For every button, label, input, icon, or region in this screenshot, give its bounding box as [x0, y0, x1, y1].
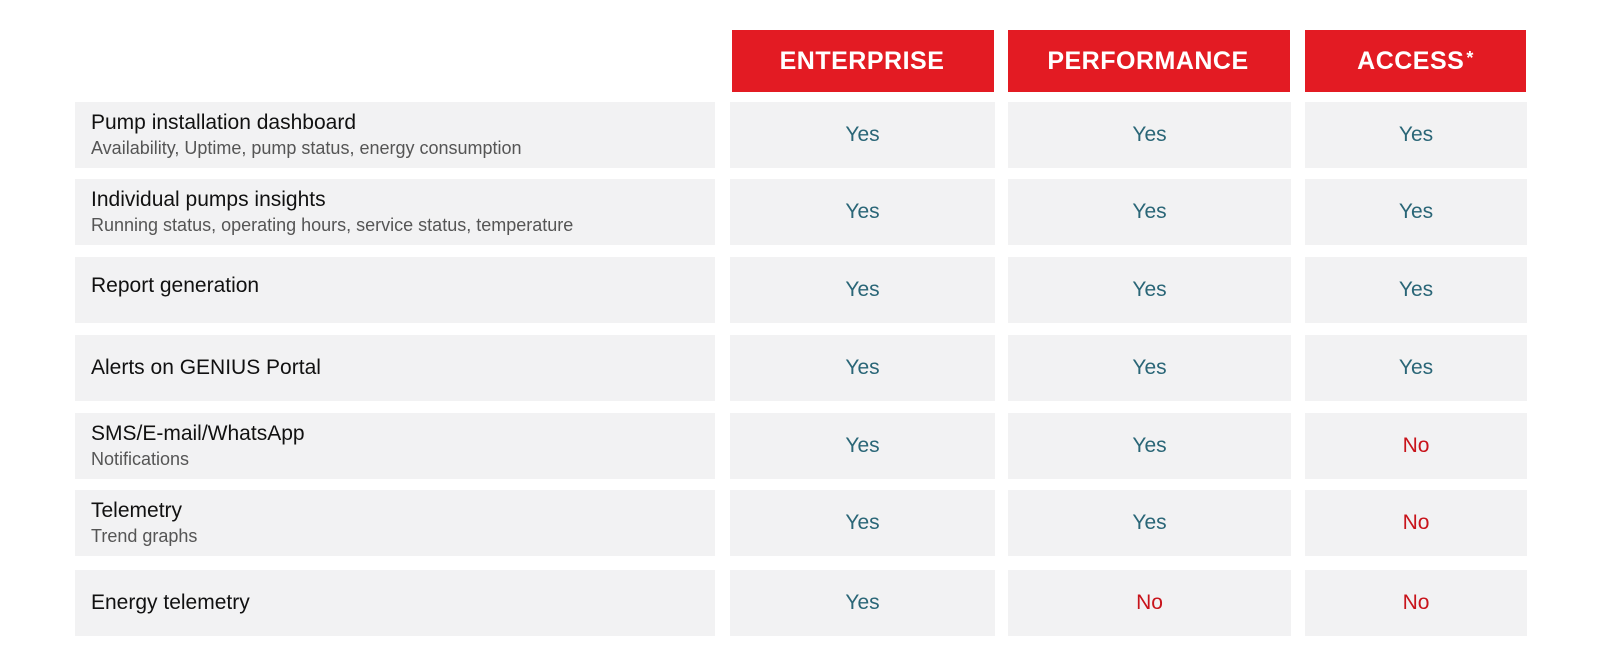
- value-cell-performance: Yes: [1008, 490, 1291, 556]
- feature-row-label: Telemetry Trend graphs: [75, 490, 715, 556]
- column-header-performance: PERFORMANCE: [1008, 30, 1290, 92]
- value-cell-enterprise: Yes: [730, 490, 995, 556]
- feature-subtitle: Running status, operating hours, service…: [91, 215, 574, 235]
- feature-row-label: Energy telemetry: [75, 570, 715, 636]
- value-cell-performance: Yes: [1008, 257, 1291, 323]
- value-cell-performance: No: [1008, 570, 1291, 636]
- feature-subtitle: Availability, Uptime, pump status, energ…: [91, 138, 522, 158]
- feature-title: Individual pumps insights: [91, 188, 326, 211]
- value-cell-performance: Yes: [1008, 413, 1291, 479]
- value-cell-access: Yes: [1305, 102, 1527, 168]
- feature-subtitle: Notifications: [91, 449, 190, 469]
- column-header-label: ENTERPRISE: [779, 46, 945, 75]
- column-header-enterprise: ENTERPRISE: [732, 30, 994, 92]
- value-cell-access: Yes: [1305, 179, 1527, 245]
- value-cell-performance: Yes: [1008, 179, 1291, 245]
- column-header-label: ACCESS: [1357, 46, 1465, 75]
- value-cell-performance: Yes: [1008, 335, 1291, 401]
- feature-subtitle: Trend graphs: [91, 526, 198, 546]
- value-cell-access: Yes: [1305, 335, 1527, 401]
- value-cell-enterprise: Yes: [730, 335, 995, 401]
- value-cell-enterprise: Yes: [730, 257, 995, 323]
- value-cell-access: Yes: [1305, 257, 1527, 323]
- feature-row-label: Pump installation dashboard Availability…: [75, 102, 715, 168]
- column-header-label: PERFORMANCE: [1047, 46, 1249, 75]
- feature-title: Telemetry: [91, 499, 183, 522]
- feature-title: Report generation: [91, 274, 260, 297]
- feature-row-label: SMS/E-mail/WhatsApp Notifications: [75, 413, 715, 479]
- value-cell-enterprise: Yes: [730, 570, 995, 636]
- feature-row-label: Report generation: [75, 257, 715, 323]
- value-cell-enterprise: Yes: [730, 102, 995, 168]
- value-cell-enterprise: Yes: [730, 179, 995, 245]
- value-cell-enterprise: Yes: [730, 413, 995, 479]
- feature-title: Energy telemetry: [91, 591, 250, 614]
- value-cell-performance: Yes: [1008, 102, 1291, 168]
- feature-title: SMS/E-mail/WhatsApp: [91, 422, 305, 445]
- column-header-mark: *: [1466, 47, 1474, 68]
- value-cell-access: No: [1305, 490, 1527, 556]
- feature-title: Alerts on GENIUS Portal: [91, 356, 321, 379]
- feature-title: Pump installation dashboard: [91, 111, 357, 134]
- column-header-access: ACCESS *: [1305, 30, 1526, 92]
- value-cell-access: No: [1305, 413, 1527, 479]
- value-cell-access: No: [1305, 570, 1527, 636]
- feature-row-label: Alerts on GENIUS Portal: [75, 335, 715, 401]
- feature-row-label: Individual pumps insights Running status…: [75, 179, 715, 245]
